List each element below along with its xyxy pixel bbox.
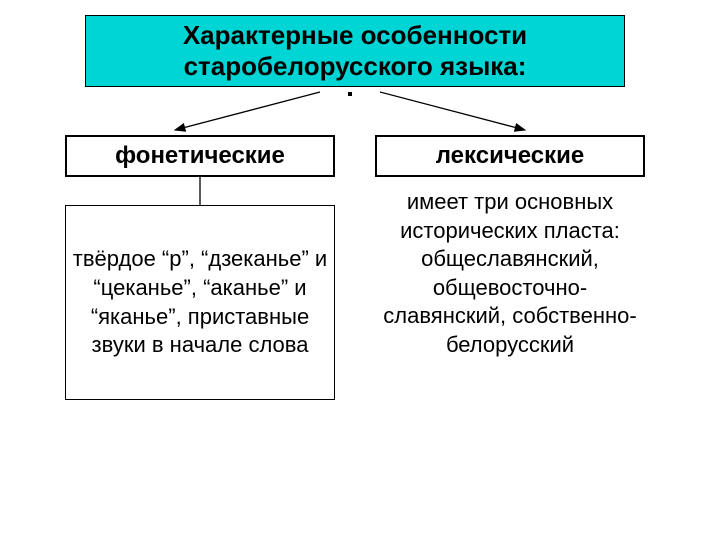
category-label: лексические bbox=[436, 142, 585, 170]
category-box-1: лексические bbox=[375, 135, 645, 177]
description-box-1: имеет три основных исторических пласта: … bbox=[375, 188, 645, 452]
diagram-title-text: Характерные особенности старобелорусског… bbox=[86, 20, 624, 82]
diagram-title: Характерные особенности старобелорусског… bbox=[85, 15, 625, 87]
origin-dot bbox=[348, 92, 352, 96]
arrow-0 bbox=[175, 92, 320, 130]
category-box-0: фонетические bbox=[65, 135, 335, 177]
description-text: имеет три основных исторических пласта: … bbox=[383, 189, 636, 357]
arrow-1 bbox=[380, 92, 525, 130]
description-box-0: твёрдое “р”, “дзеканье” и “цеканье”, “ак… bbox=[65, 205, 335, 400]
category-label: фонетические bbox=[115, 142, 285, 170]
description-text: твёрдое “р”, “дзеканье” и “цеканье”, “ак… bbox=[70, 245, 330, 359]
